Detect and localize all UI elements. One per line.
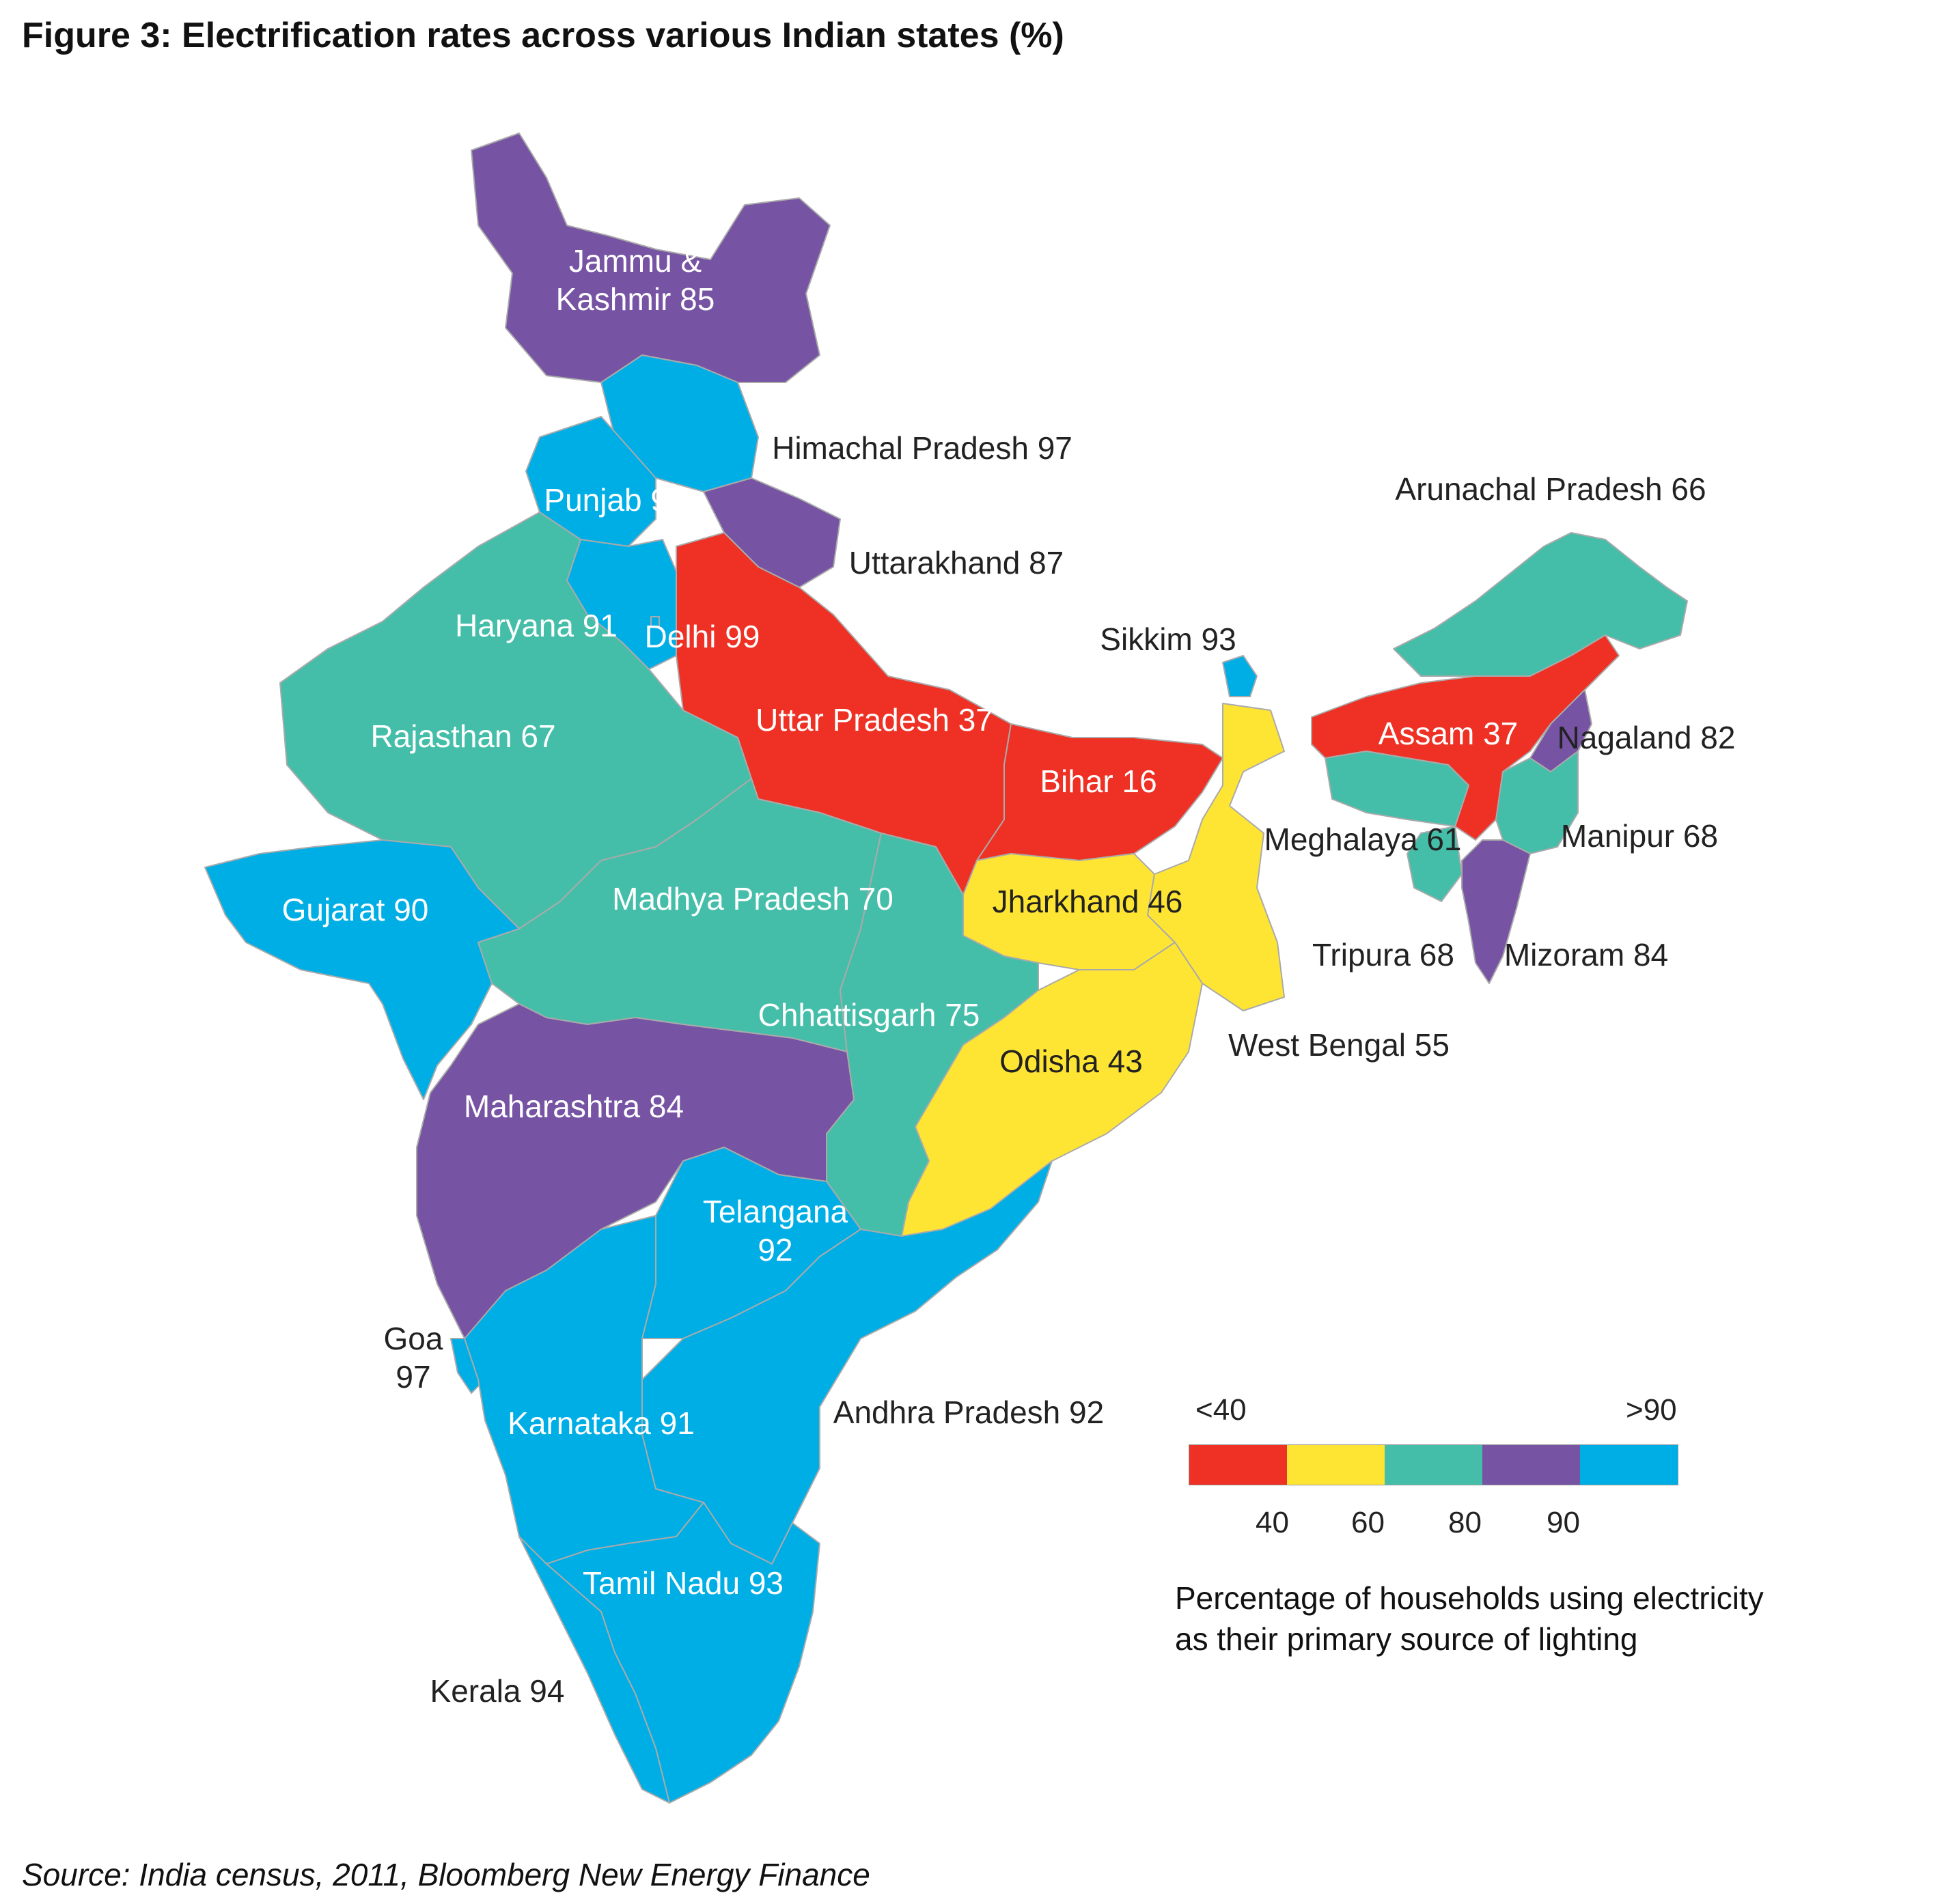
state-label-punjab: Punjab 97 <box>544 482 685 518</box>
state-label-sikkim: Sikkim 93 <box>1100 621 1236 657</box>
legend-caption-line-2: as their primary source of lighting <box>1175 1621 1638 1657</box>
state-label-jharkhand: Jharkhand 46 <box>993 884 1183 919</box>
state-label-andhra-pradesh: Andhra Pradesh 92 <box>833 1395 1104 1430</box>
state-label-maharashtra: Maharashtra 84 <box>464 1089 684 1124</box>
state-label-karnataka: Karnataka 91 <box>508 1405 695 1441</box>
state-label-haryana: Haryana 91 <box>455 608 618 643</box>
legend-low-end: <40 <box>1195 1393 1247 1427</box>
legend-tick-60: 60 <box>1351 1506 1385 1539</box>
state-label-west-bengal: West Bengal 55 <box>1228 1027 1450 1063</box>
state-region-sikkim <box>1222 655 1258 697</box>
state-region-jammu-and-kashmir <box>471 132 831 383</box>
state-label-meghalaya: Meghalaya 61 <box>1264 822 1462 857</box>
state-label-nagaland: Nagaland 82 <box>1557 720 1736 755</box>
legend-swatch-80-90 <box>1482 1445 1580 1485</box>
state-label-bihar: Bihar 16 <box>1040 764 1156 799</box>
legend-tick-90: 90 <box>1547 1506 1580 1539</box>
state-label-himachal-pradesh: Himachal Pradesh 97 <box>772 430 1072 466</box>
state-label-tamil-nadu: Tamil Nadu 93 <box>583 1565 784 1601</box>
state-region-gujarat <box>204 839 520 1100</box>
state-region-delhi <box>650 616 660 628</box>
legend-swatch-40-60 <box>1287 1445 1385 1485</box>
state-region-odisha <box>901 942 1203 1237</box>
state-label-telangana: Telangana 92 <box>703 1194 848 1268</box>
figure-title: Figure 3: Electrification rates across v… <box>22 16 1064 55</box>
state-region-arunachal-pradesh <box>1393 532 1688 684</box>
state-label-arunachal-pradesh: Arunachal Pradesh 66 <box>1395 471 1706 507</box>
legend-swatch-gt90 <box>1580 1445 1678 1485</box>
state-labels: Jammu & Kashmir 85 Himachal Pradesh 97 Punj… <box>282 243 1736 1709</box>
legend-swatch-lt40 <box>1189 1445 1287 1485</box>
legend-tick-80: 80 <box>1448 1506 1482 1539</box>
state-label-jammu-and-kashmir: Jammu & Kashmir 85 <box>556 243 715 317</box>
legend-caption: Percentage of households using electrici… <box>1175 1578 1764 1660</box>
state-label-rajasthan: Rajasthan 67 <box>370 718 555 754</box>
state-label-mizoram: Mizoram 84 <box>1504 937 1668 972</box>
legend-tick-40: 40 <box>1256 1506 1289 1539</box>
state-label-gujarat: Gujarat 90 <box>282 892 429 927</box>
state-region-mizoram <box>1461 839 1531 984</box>
state-label-manipur: Manipur 68 <box>1561 818 1718 854</box>
state-regions <box>204 132 1688 1804</box>
state-label-chhattisgarh: Chhattisgarh 75 <box>758 997 980 1033</box>
state-label-uttarakhand: Uttarakhand 87 <box>849 545 1064 580</box>
state-label-odisha: Odisha 43 <box>999 1044 1143 1079</box>
state-region-meghalaya <box>1325 751 1469 827</box>
legend-high-end: >90 <box>1626 1393 1677 1427</box>
state-label-delhi: Delhi 99 <box>645 619 760 654</box>
legend: <40 >90 40 60 80 90 Percentage of househ… <box>1175 1393 1872 1657</box>
legend-caption-line-1: Percentage of households using electrici… <box>1175 1580 1764 1616</box>
legend-swatch-60-80 <box>1385 1445 1482 1485</box>
state-label-madhya-pradesh: Madhya Pradesh 70 <box>612 881 894 916</box>
state-region-manipur <box>1495 751 1579 854</box>
state-label-tripura: Tripura 68 <box>1312 937 1454 972</box>
state-region-kerala <box>518 1536 670 1804</box>
state-region-west-bengal <box>1147 703 1285 1011</box>
state-label-uttar-pradesh: Uttar Pradesh 37 <box>756 702 993 738</box>
state-label-assam: Assam 37 <box>1379 716 1519 751</box>
legend-color-bar <box>1189 1444 1678 1485</box>
state-label-goa: Goa 97 <box>384 1321 443 1395</box>
state-region-bihar <box>976 723 1223 861</box>
source-note: Source: India census, 2011, Bloomberg Ne… <box>22 1857 870 1892</box>
state-region-tripura <box>1407 826 1463 902</box>
state-label-kerala: Kerala 94 <box>430 1673 565 1709</box>
